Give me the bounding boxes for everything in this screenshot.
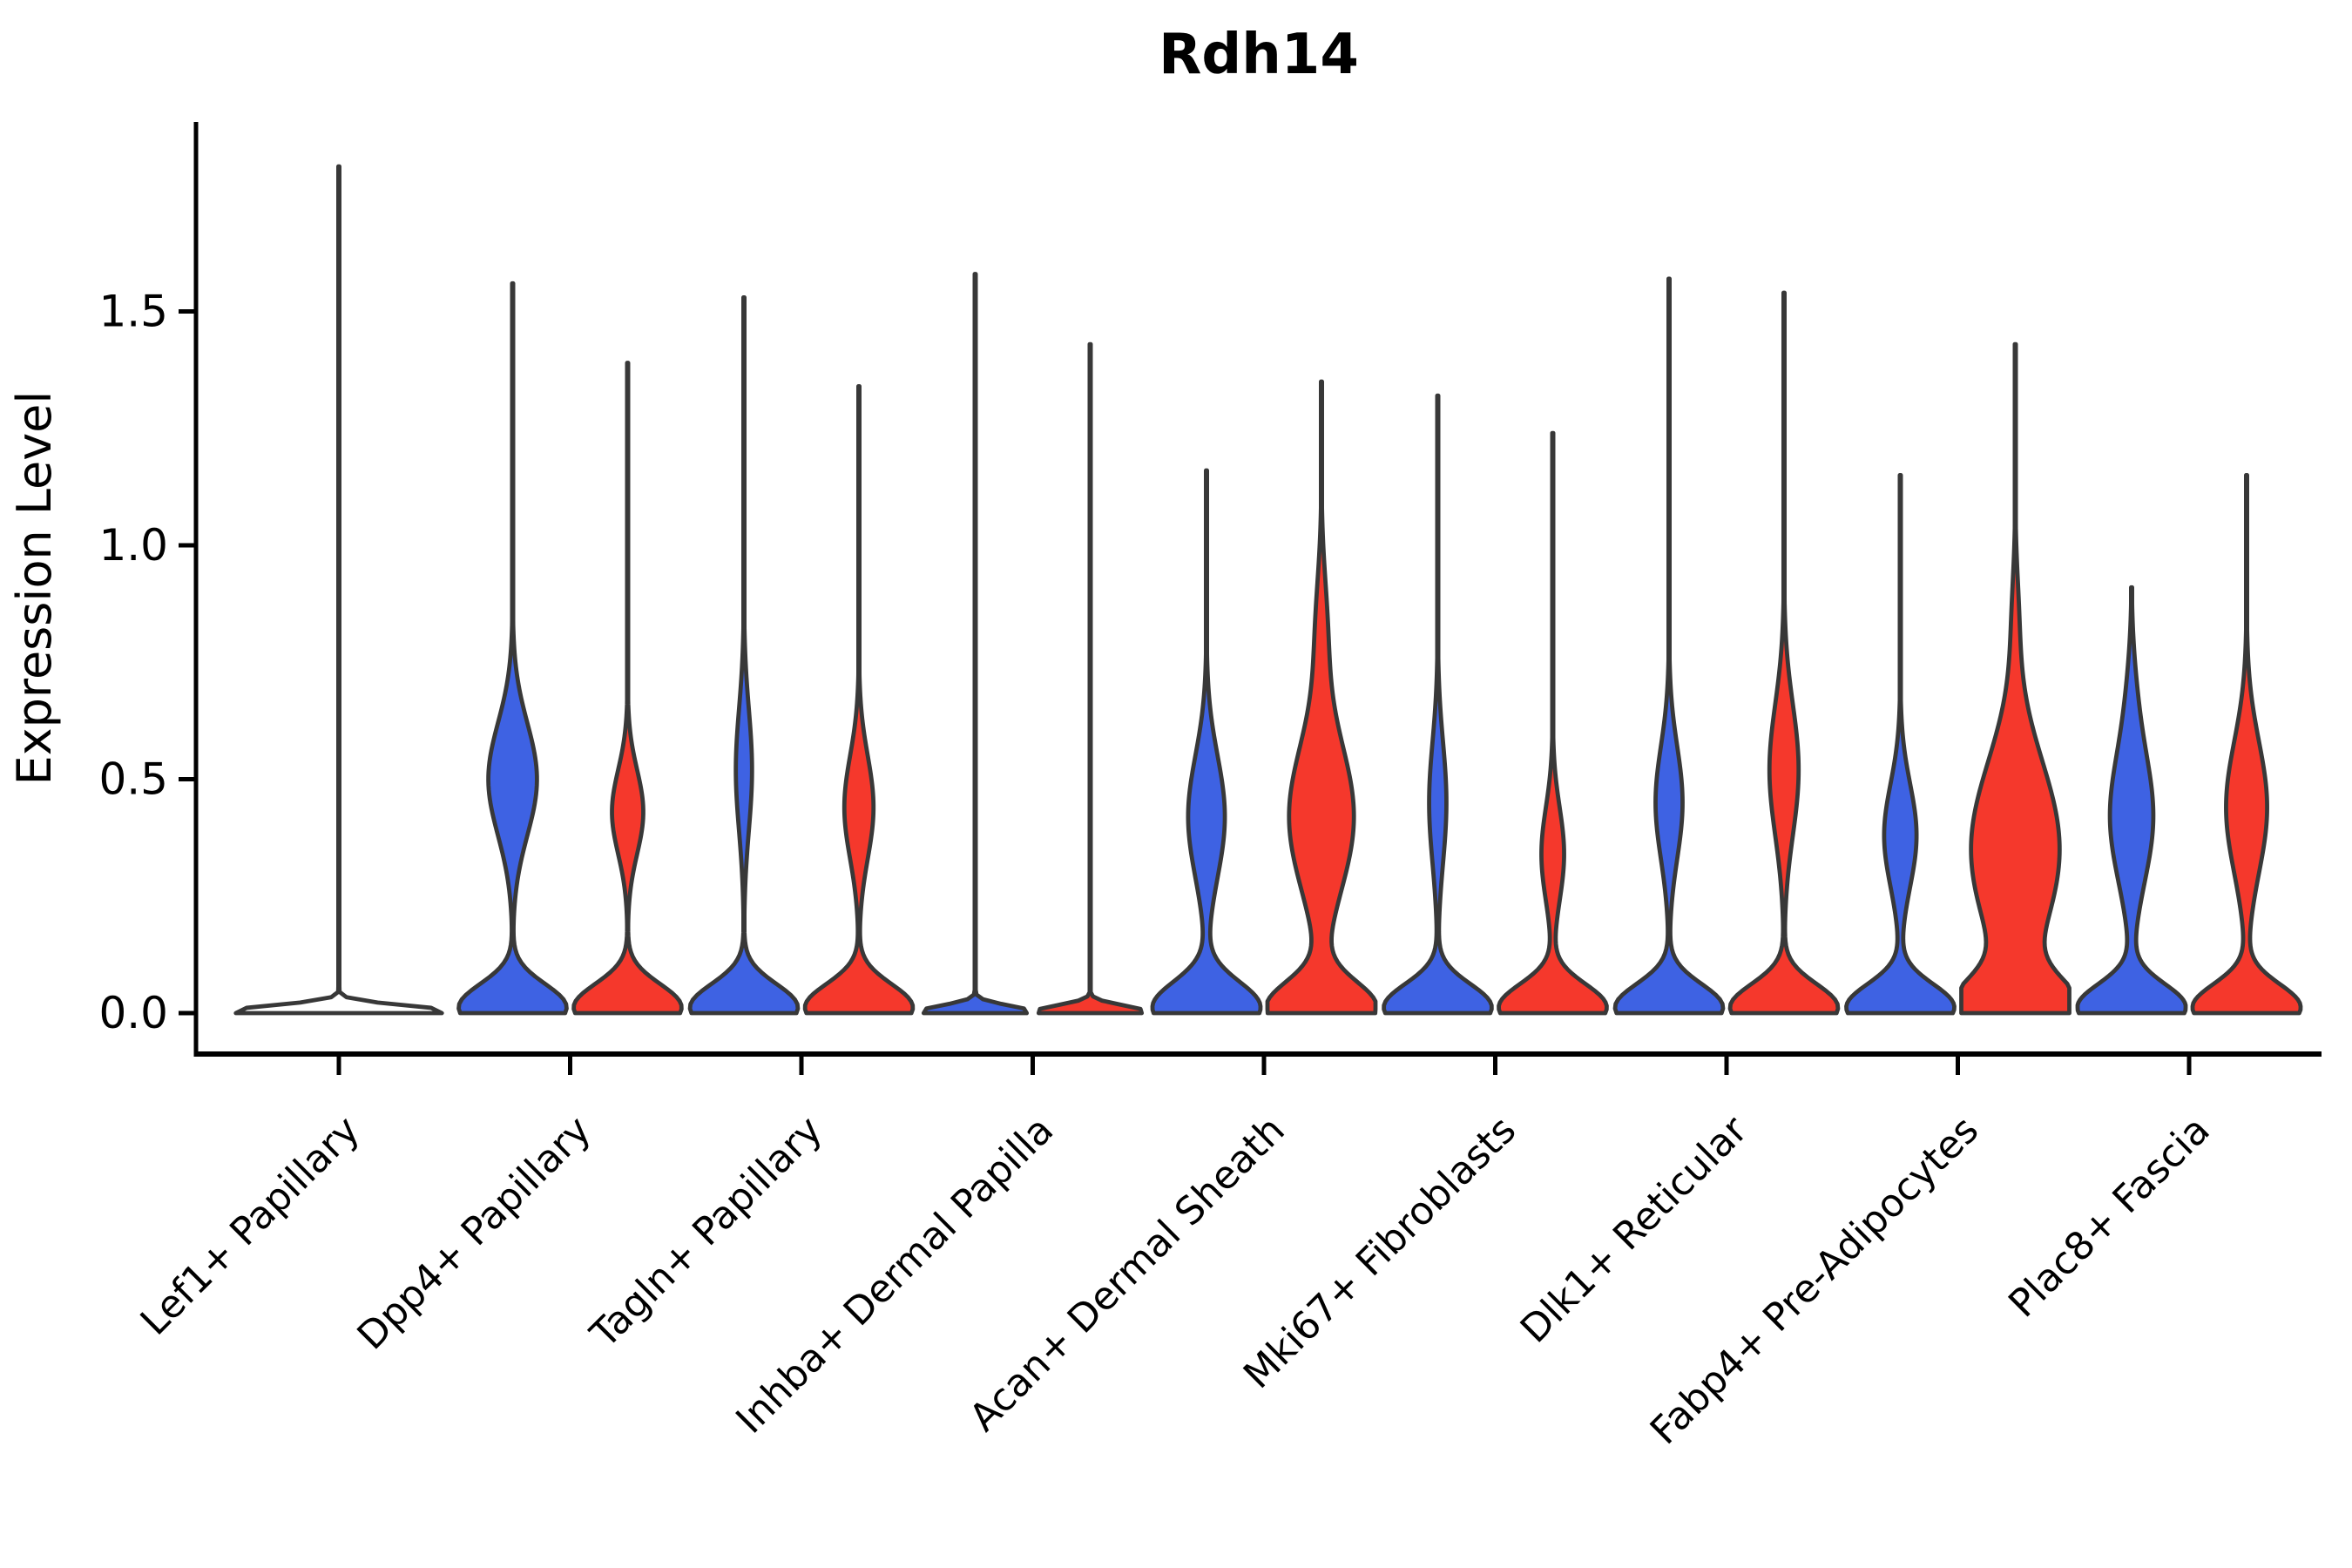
violins-layer [233,164,2303,1016]
y-tick-label: 0.0 [98,988,168,1038]
violin-plac8-blue [2075,585,2188,1016]
violin-lef1-none [233,164,444,1016]
y-tick-label: 1.5 [98,287,168,337]
violin-mki67-blue [1382,393,1494,1016]
x-tick-label: Dpp4+ Papillary [349,1108,600,1359]
x-tick-label: Plac8+ Fascia [2000,1108,2219,1327]
y-tick-label: 0.5 [98,754,168,805]
y-tick-label: 1.0 [98,520,168,571]
violin-dpp4-red [571,361,684,1016]
violin-acan-red [1265,379,1378,1016]
violin-dpp4-blue [456,280,569,1016]
violin-inhba-blue [921,272,1030,1016]
violin-tagln-red [802,384,916,1016]
violin-mki67-red [1497,430,1609,1016]
violin-dlk1-red [1727,290,1841,1016]
violin-fabp4-blue [1844,473,1957,1016]
x-tick-label: Tagln+ Papillary [582,1108,831,1357]
violin-acan-blue [1150,468,1263,1016]
x-tick-label: Dlk1+ Reticular [1512,1107,1757,1352]
x-tick-label: Lef1+ Papillary [132,1108,368,1344]
violin-fabp4-red [1959,341,2072,1016]
chart-title: Rdh14 [1159,23,1359,87]
violin-tagln-blue [687,294,801,1016]
violin-inhba-red [1036,341,1145,1016]
violin-dlk1-blue [1612,276,1726,1016]
y-axis-label: Expression Level [7,391,62,786]
violin-plac8-red [2190,473,2303,1016]
